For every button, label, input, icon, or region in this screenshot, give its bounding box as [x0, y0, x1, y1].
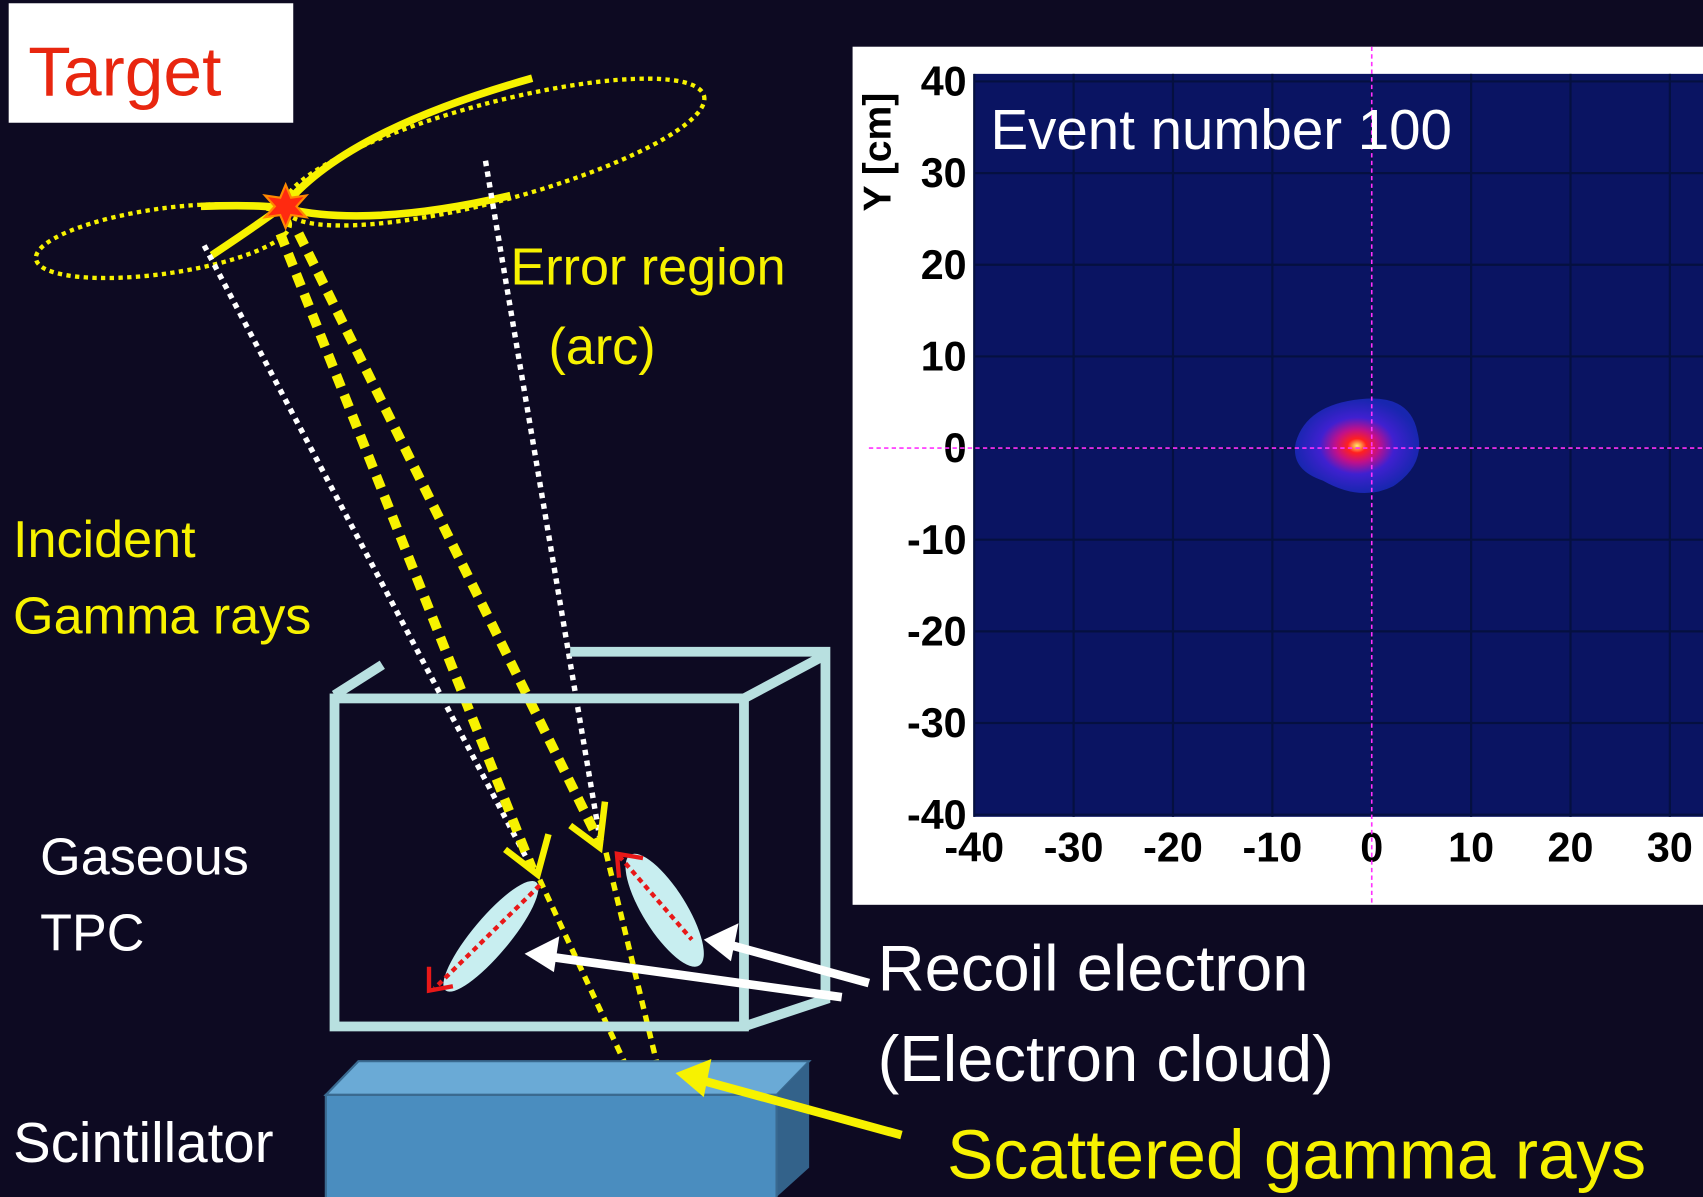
error-region-note: (arc)	[548, 318, 655, 376]
error-region-label: Error region	[510, 239, 785, 297]
target-label: Target	[28, 33, 221, 111]
x-tick-label: -10	[1243, 824, 1303, 870]
scintillator-label: Scintillator	[13, 1111, 273, 1174]
x-tick-label: -30	[1044, 824, 1104, 870]
y-tick-label: -10	[907, 517, 967, 563]
scintillator-block	[326, 1061, 809, 1197]
incident-label: Gamma rays	[13, 587, 311, 645]
x-tick-label: 10	[1448, 824, 1494, 870]
y-tick-label: 10	[921, 334, 967, 380]
scattered-label: Scattered gamma rays	[947, 1116, 1646, 1194]
x-tick-label: -20	[1143, 824, 1203, 870]
incident-label: Incident	[13, 511, 196, 569]
tpc-label: TPC	[40, 904, 144, 962]
x-tick-label: 20	[1548, 824, 1594, 870]
y-tick-label: -30	[907, 700, 967, 746]
y-tick-label: -20	[907, 608, 967, 654]
slide: Target Error region (arc) Incident Gamma…	[0, 0, 1703, 1197]
y-tick-label: 20	[921, 242, 967, 288]
recoil-label: Recoil electron	[878, 932, 1309, 1005]
x-tick-label: 30	[1647, 824, 1693, 870]
plot-annotation: Event number 100	[991, 98, 1452, 161]
y-axis-label: Y [cm]	[857, 93, 900, 212]
y-tick-label: 30	[921, 150, 967, 196]
y-tick-label: 40	[921, 59, 967, 105]
tpc-label: Gaseous	[40, 828, 249, 886]
recoil-label: (Electron cloud)	[878, 1022, 1334, 1095]
x-tick-label: -40	[944, 824, 1004, 870]
